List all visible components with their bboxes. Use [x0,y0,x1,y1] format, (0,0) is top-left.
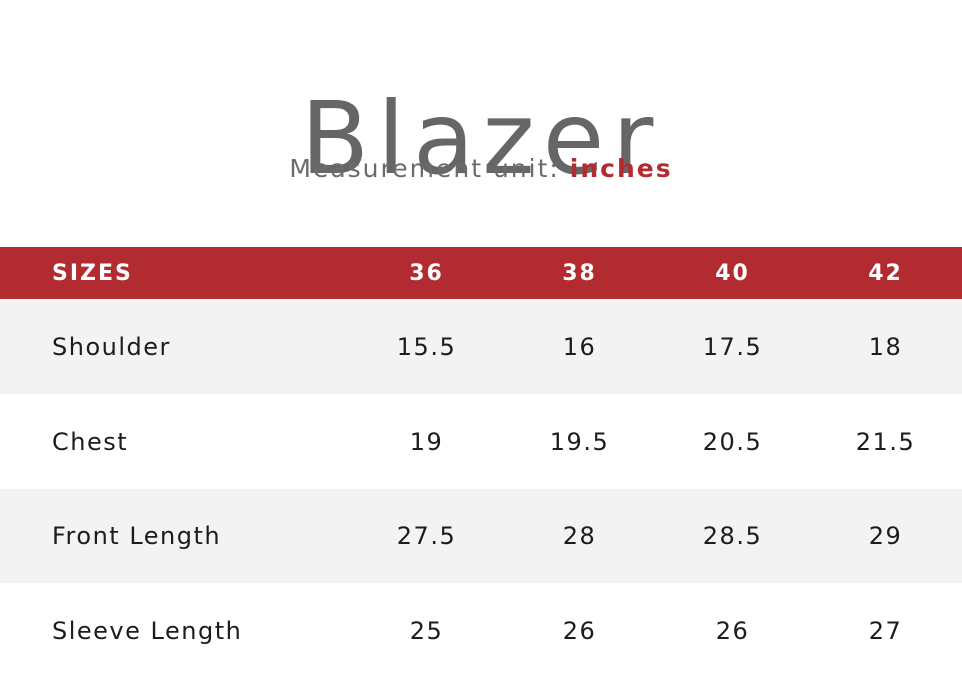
table-row: Sleeve Length 25 26 26 27 [0,583,962,678]
size-column-header: 38 [562,260,597,286]
table-cell: 28 [562,522,597,550]
size-column-header: 42 [868,260,903,286]
table-cell: 27.5 [396,522,457,550]
table-cell: 25 [409,616,444,645]
row-label: Front Length [52,522,222,550]
table-cell: 19 [409,427,444,456]
sizes-header: SIZES [52,260,133,286]
table-cell: 18 [868,332,903,361]
table-cell: 29 [868,522,903,550]
table-cell: 20.5 [702,427,763,456]
table-cell: 21.5 [855,427,916,456]
size-chart-table: SIZES 36 38 40 42 Shoulder 15.5 16 17.5 … [0,247,962,678]
table-row: Front Length 27.5 28 28.5 29 [0,489,962,583]
table-header-row: SIZES 36 38 40 42 [0,247,962,299]
table-cell: 19.5 [549,427,610,456]
table-cell: 16 [562,332,597,361]
measurement-unit-value: inches [569,154,673,183]
table-row: Shoulder 15.5 16 17.5 18 [0,299,962,394]
table-cell: 27 [868,616,903,645]
table-cell: 28.5 [702,522,763,550]
table-row: Chest 19 19.5 20.5 21.5 [0,394,962,489]
table-cell: 15.5 [396,332,457,361]
measurement-unit-label: Measurement unit: [289,154,560,183]
row-label: Shoulder [52,332,171,361]
size-column-header: 36 [409,260,444,286]
table-cell: 26 [715,616,750,645]
measurement-unit-line: Measurement unit: inches [0,152,962,186]
table-cell: 17.5 [702,332,763,361]
row-label: Chest [52,427,129,456]
table-cell: 26 [562,616,597,645]
size-column-header: 40 [715,260,750,286]
page-title: Blazer [300,80,662,197]
row-label: Sleeve Length [52,616,243,645]
